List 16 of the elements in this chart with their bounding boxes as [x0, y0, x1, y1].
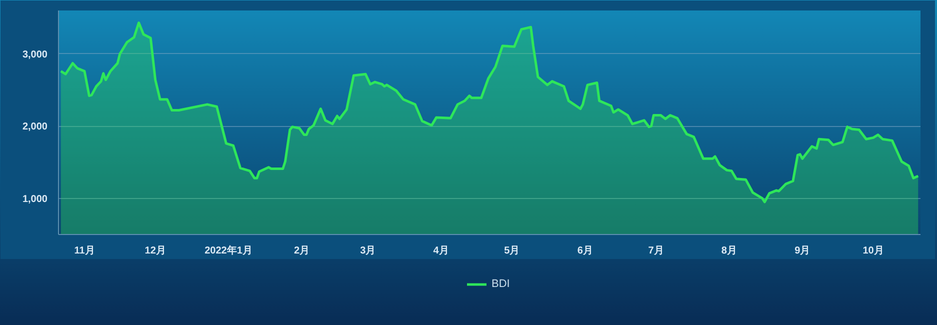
x-tick-label: 11月 — [74, 246, 95, 256]
x-tick-label: 2月 — [294, 246, 310, 256]
x-tick-label: 10月 — [862, 246, 884, 256]
x-tick-label: 7月 — [648, 246, 664, 256]
x-tick-label: 2022年1月 — [204, 244, 252, 256]
x-tick-label: 9月 — [794, 246, 810, 256]
x-tick-label: 8月 — [721, 246, 737, 256]
y-tick-label: 2,000 — [22, 122, 48, 133]
x-tick-label: 3月 — [360, 246, 376, 256]
x-tick-label: 12月 — [144, 246, 166, 256]
x-tick-label: 5月 — [504, 246, 520, 256]
x-tick-label: 6月 — [577, 246, 593, 256]
legend-label: BDI — [492, 278, 511, 290]
x-tick-label: 4月 — [433, 246, 449, 256]
y-tick-label: 3,000 — [22, 49, 48, 60]
y-tick-label: 1,000 — [22, 194, 48, 205]
